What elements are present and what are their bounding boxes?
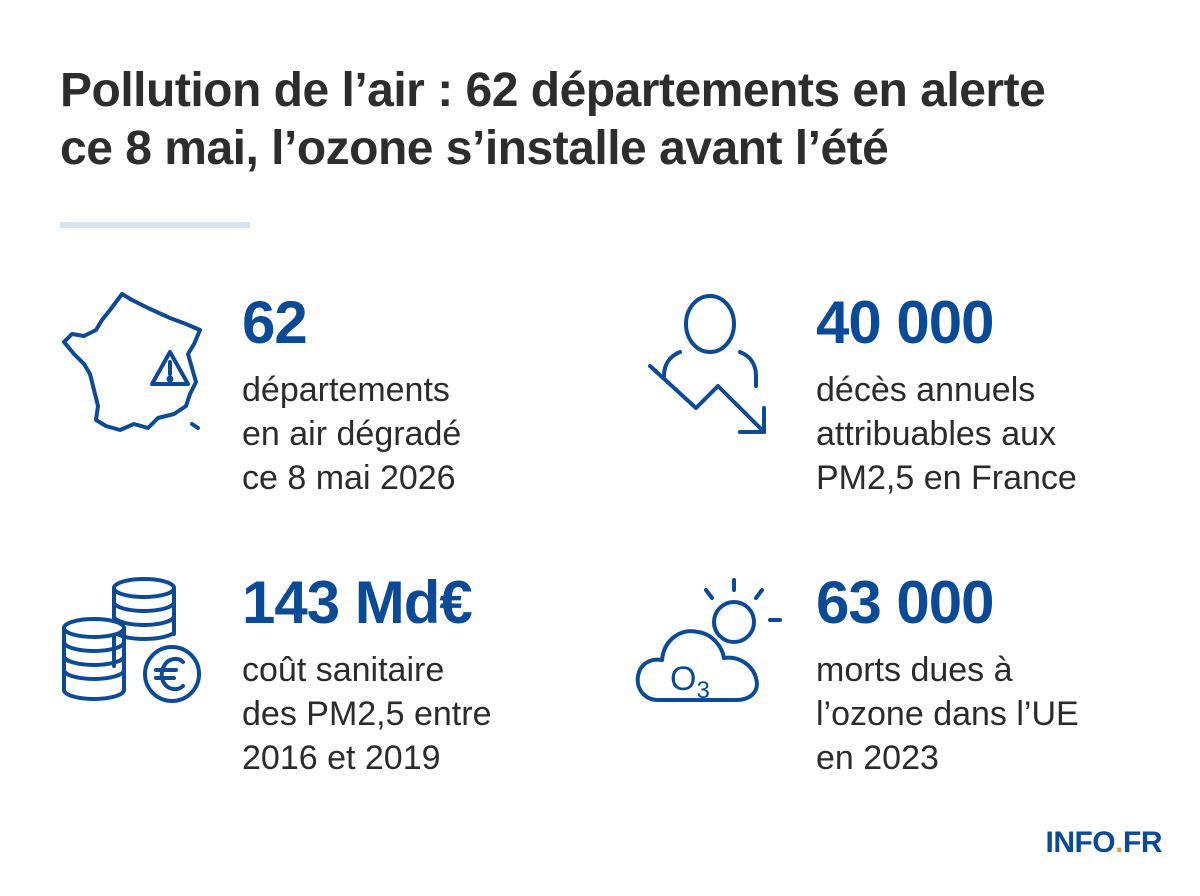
stat-description-line: morts dues à <box>816 651 1013 689</box>
stat-departements: 62 départements en air dégradé ce 8 mai … <box>60 290 580 500</box>
stat-number: 40 000 <box>816 289 995 356</box>
stat-ozone: O3 63 000 morts dues à l’ozone dans l’UE… <box>634 570 1160 780</box>
stat-description: décès annuels attribuables aux PM2,5 en … <box>816 368 1077 500</box>
stat-deces: 40 000 décès annuels attribuables aux PM… <box>640 290 1160 500</box>
stat-cout: 143 Md€ coût sanitaire des PM2,5 entre 2… <box>60 570 580 780</box>
stat-description-line: coût sanitaire <box>242 651 445 689</box>
page-title-line-2: ce 8 mai, l’ozone s’installe avant l’été <box>60 122 889 175</box>
title-divider <box>60 222 250 228</box>
france-map-warning-icon <box>60 290 210 440</box>
stat-description-line: attribuables aux <box>816 415 1057 453</box>
stat-description-line: en 2023 <box>816 739 939 777</box>
stat-description-line: ce 8 mai 2026 <box>242 459 456 497</box>
stat-number: 143 Md€ <box>242 569 473 636</box>
stat-number: 63 000 <box>816 569 995 636</box>
stat-description-line: en air dégradé <box>242 415 462 453</box>
stat-description-line: décès annuels <box>816 371 1036 409</box>
brand-logo: INFO.FR <box>1045 826 1162 860</box>
brand-dot: . <box>1115 826 1123 859</box>
ozone-cloud-sun-icon: O3 <box>634 576 786 706</box>
page-title-line-1: Pollution de l’air : 62 départements en … <box>60 64 1046 117</box>
stat-number: 62 <box>242 289 308 356</box>
stat-description-line: l’ozone dans l’UE <box>816 695 1079 733</box>
person-downtrend-icon <box>640 290 780 440</box>
stat-description-line: 2016 et 2019 <box>242 739 441 777</box>
stat-description-line: départements <box>242 371 450 409</box>
brand-name: INFO <box>1045 826 1116 859</box>
coins-euro-icon <box>60 574 210 704</box>
ozone-label: O3 <box>670 660 710 704</box>
brand-suffix: FR <box>1123 826 1163 859</box>
page-title: Pollution de l’air : 62 départements en … <box>60 62 1160 178</box>
stat-description: coût sanitaire des PM2,5 entre 2016 et 2… <box>242 648 491 780</box>
stat-description: morts dues à l’ozone dans l’UE en 2023 <box>816 648 1079 780</box>
stat-description: départements en air dégradé ce 8 mai 202… <box>242 368 461 500</box>
stat-description-line: des PM2,5 entre <box>242 695 492 733</box>
stat-description-line: PM2,5 en France <box>816 459 1077 497</box>
